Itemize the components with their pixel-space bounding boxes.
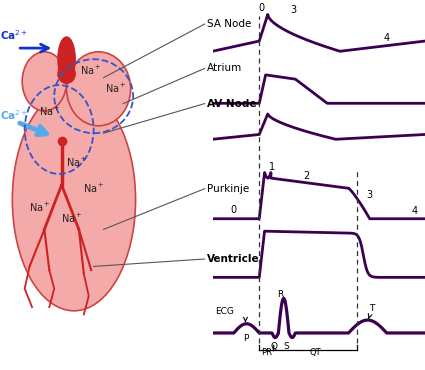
Text: Na$^+$: Na$^+$ bbox=[105, 82, 127, 95]
Text: 0: 0 bbox=[258, 3, 264, 13]
Ellipse shape bbox=[58, 37, 75, 81]
Text: Na$^+$: Na$^+$ bbox=[65, 156, 87, 169]
Text: Na$^+$: Na$^+$ bbox=[39, 104, 60, 118]
Ellipse shape bbox=[22, 52, 67, 111]
Text: 3: 3 bbox=[367, 190, 373, 200]
Ellipse shape bbox=[12, 89, 136, 311]
Text: ECG: ECG bbox=[215, 307, 233, 316]
Text: Atrium: Atrium bbox=[207, 63, 242, 74]
Text: Ventricle: Ventricle bbox=[207, 254, 260, 264]
Text: AV Node: AV Node bbox=[207, 98, 257, 109]
Text: 4: 4 bbox=[411, 206, 417, 216]
Text: SA Node: SA Node bbox=[207, 19, 252, 29]
Text: R: R bbox=[278, 290, 283, 299]
Text: 2: 2 bbox=[303, 171, 309, 182]
Text: 0: 0 bbox=[231, 205, 237, 215]
Text: Na$^+$: Na$^+$ bbox=[61, 212, 82, 225]
Text: Na$^+$: Na$^+$ bbox=[83, 182, 105, 195]
Text: Na$^+$: Na$^+$ bbox=[80, 64, 102, 77]
Text: Ca$^{2+}$: Ca$^{2+}$ bbox=[0, 108, 28, 122]
Text: S: S bbox=[283, 342, 289, 351]
Text: 3: 3 bbox=[290, 5, 296, 15]
Text: Q: Q bbox=[270, 342, 277, 351]
Ellipse shape bbox=[58, 65, 75, 83]
Text: QT: QT bbox=[309, 349, 321, 357]
Text: Purkinje: Purkinje bbox=[207, 184, 249, 194]
Text: T: T bbox=[369, 305, 374, 313]
Text: 4: 4 bbox=[384, 33, 390, 43]
Text: Ca$^{2+}$: Ca$^{2+}$ bbox=[0, 28, 28, 42]
Text: 1: 1 bbox=[269, 162, 275, 172]
Text: PR: PR bbox=[261, 349, 272, 357]
Text: P: P bbox=[243, 334, 248, 343]
Text: Na$^+$: Na$^+$ bbox=[28, 201, 50, 214]
Ellipse shape bbox=[67, 52, 130, 126]
